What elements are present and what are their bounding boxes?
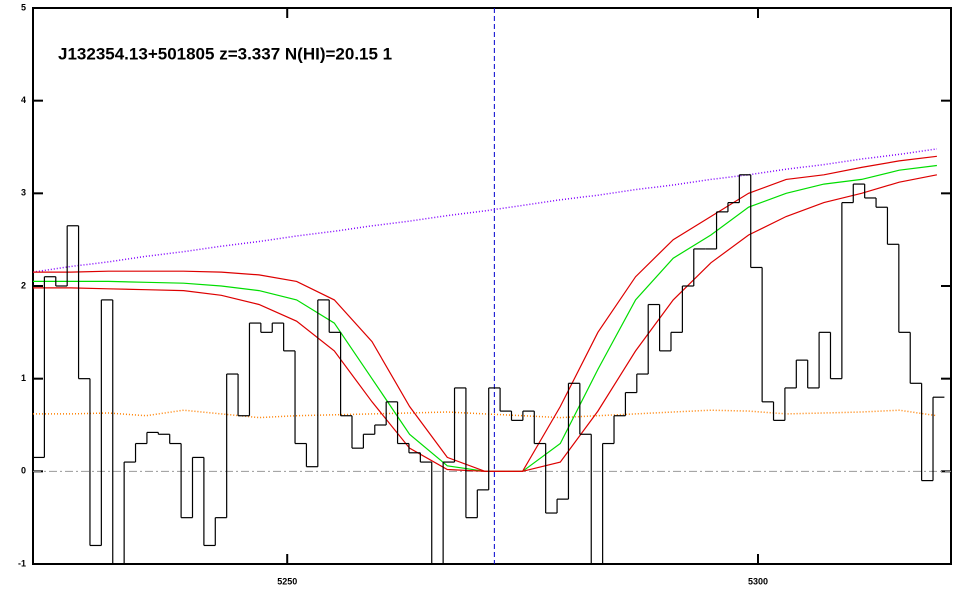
y-tick-label: 2 (21, 280, 26, 290)
model-line (33, 409, 938, 419)
y-tick-label: 0 (21, 466, 26, 476)
model-line (33, 155, 937, 472)
x-tick-label: 5250 (277, 576, 297, 586)
y-tick-label: 3 (21, 188, 26, 198)
y-tick-label: 5 (21, 2, 26, 12)
chart-title: J132354.13+501805 z=3.337 N(HI)=20.15 1 (58, 44, 392, 63)
x-tick-label: 5300 (748, 576, 768, 586)
y-tick-label: 4 (21, 95, 26, 105)
y-tick-label: -1 (18, 558, 26, 568)
y-tick-label: 1 (21, 373, 26, 383)
model-line (33, 174, 938, 472)
plot-frame (32, 7, 952, 565)
model-line (33, 148, 938, 273)
